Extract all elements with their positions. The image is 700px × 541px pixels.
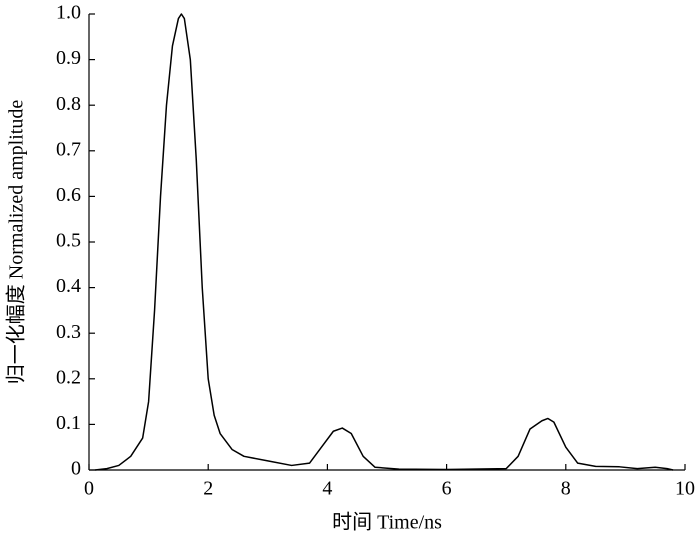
y-tick-label: 0.9 [56, 47, 81, 69]
y-tick-label: 0.6 [56, 184, 81, 206]
x-tick-label: 8 [561, 478, 571, 500]
x-tick-label: 0 [84, 478, 94, 500]
y-axis-label: 归一化幅度 Normalized amplitude [5, 100, 28, 385]
y-tick-label: 0.3 [56, 321, 81, 343]
x-tick-label: 6 [442, 478, 452, 500]
y-tick-label: 0.2 [56, 366, 81, 388]
x-axis-label: 时间 Time/ns [332, 511, 442, 534]
y-tick-label: 0.1 [56, 412, 81, 434]
line-series [94, 13, 674, 471]
y-tick-label: 0.4 [56, 275, 81, 297]
y-tick-label: 0.7 [56, 138, 81, 160]
x-tick-label: 10 [675, 478, 695, 500]
x-tick-label: 2 [203, 478, 213, 500]
x-tick-label: 4 [322, 478, 332, 500]
y-tick-label: 1.0 [56, 2, 81, 24]
y-tick-label: 0 [71, 458, 81, 480]
y-tick-label: 0.5 [56, 230, 81, 252]
y-tick-label: 0.8 [56, 93, 81, 115]
